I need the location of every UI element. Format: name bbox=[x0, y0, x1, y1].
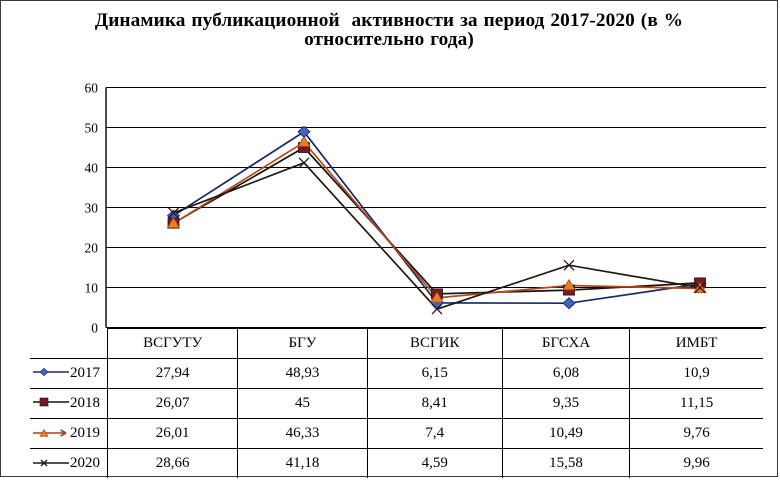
svg-text:20: 20 bbox=[85, 241, 99, 256]
svg-text:60: 60 bbox=[85, 81, 99, 96]
svg-text:30: 30 bbox=[85, 201, 99, 216]
svg-text:10: 10 bbox=[85, 281, 99, 296]
svg-text:50: 50 bbox=[85, 121, 99, 136]
svg-text:40: 40 bbox=[85, 161, 99, 176]
